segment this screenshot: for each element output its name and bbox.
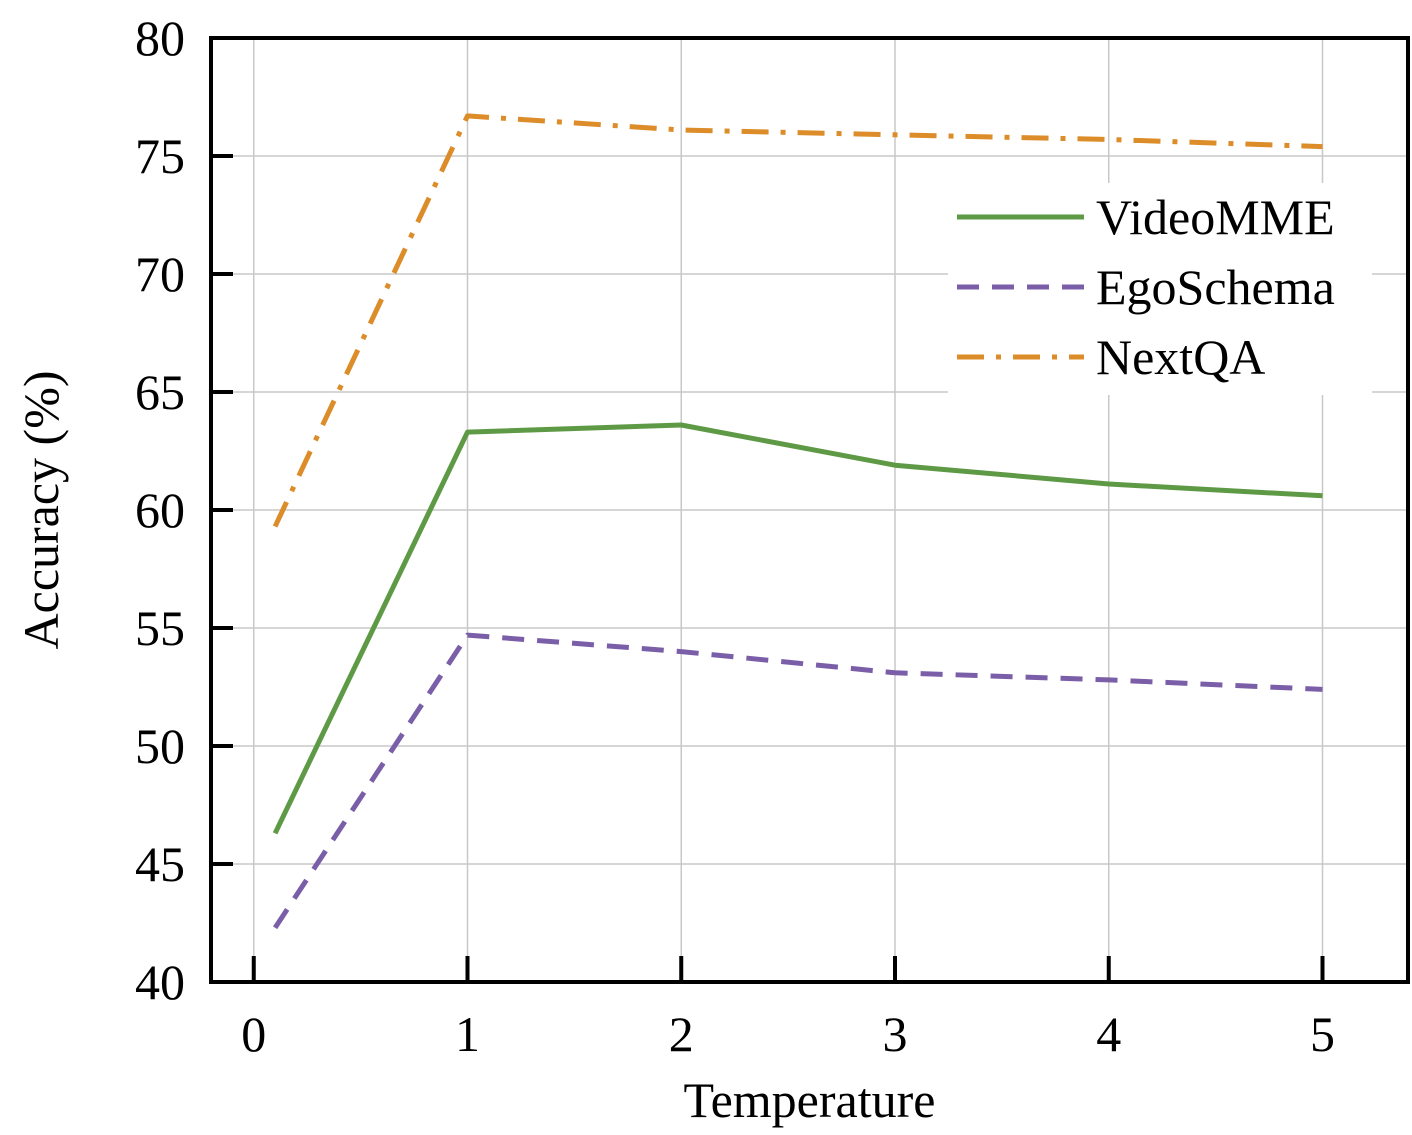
x-tick-label: 1: [455, 1006, 480, 1062]
x-tick-label: 0: [241, 1006, 266, 1062]
series-line-nextqa: [272, 113, 1323, 528]
legend-label: EgoSchema: [1096, 259, 1335, 315]
legend: VideoMME EgoSchema NextQA: [948, 183, 1372, 395]
series-line-egoschema: [273, 632, 1323, 930]
y-tick-label: 65: [135, 364, 185, 420]
y-tick-label: 50: [135, 718, 185, 774]
x-tick-label: 5: [1310, 1006, 1335, 1062]
series-lines: [272, 113, 1323, 930]
y-tick-label: 40: [135, 954, 185, 1010]
grid-lines: [211, 37, 1408, 983]
y-tick-label: 70: [135, 246, 185, 302]
x-tick-label: 2: [669, 1006, 694, 1062]
y-tick-label: 75: [135, 128, 185, 184]
y-tick-label: 55: [135, 600, 185, 656]
x-axis-title: Temperature: [684, 1072, 936, 1128]
series-line-videomme: [272, 422, 1323, 835]
legend-label: NextQA: [1096, 329, 1265, 385]
y-tick-label: 45: [135, 836, 185, 892]
legend-label: VideoMME: [1096, 189, 1335, 245]
y-tick-label: 80: [135, 10, 185, 66]
x-tick-label: 4: [1096, 1006, 1121, 1062]
y-tick-label: 60: [135, 482, 185, 538]
x-tick-label: 3: [883, 1006, 908, 1062]
y-axis-title: Accuracy (%): [13, 371, 69, 650]
